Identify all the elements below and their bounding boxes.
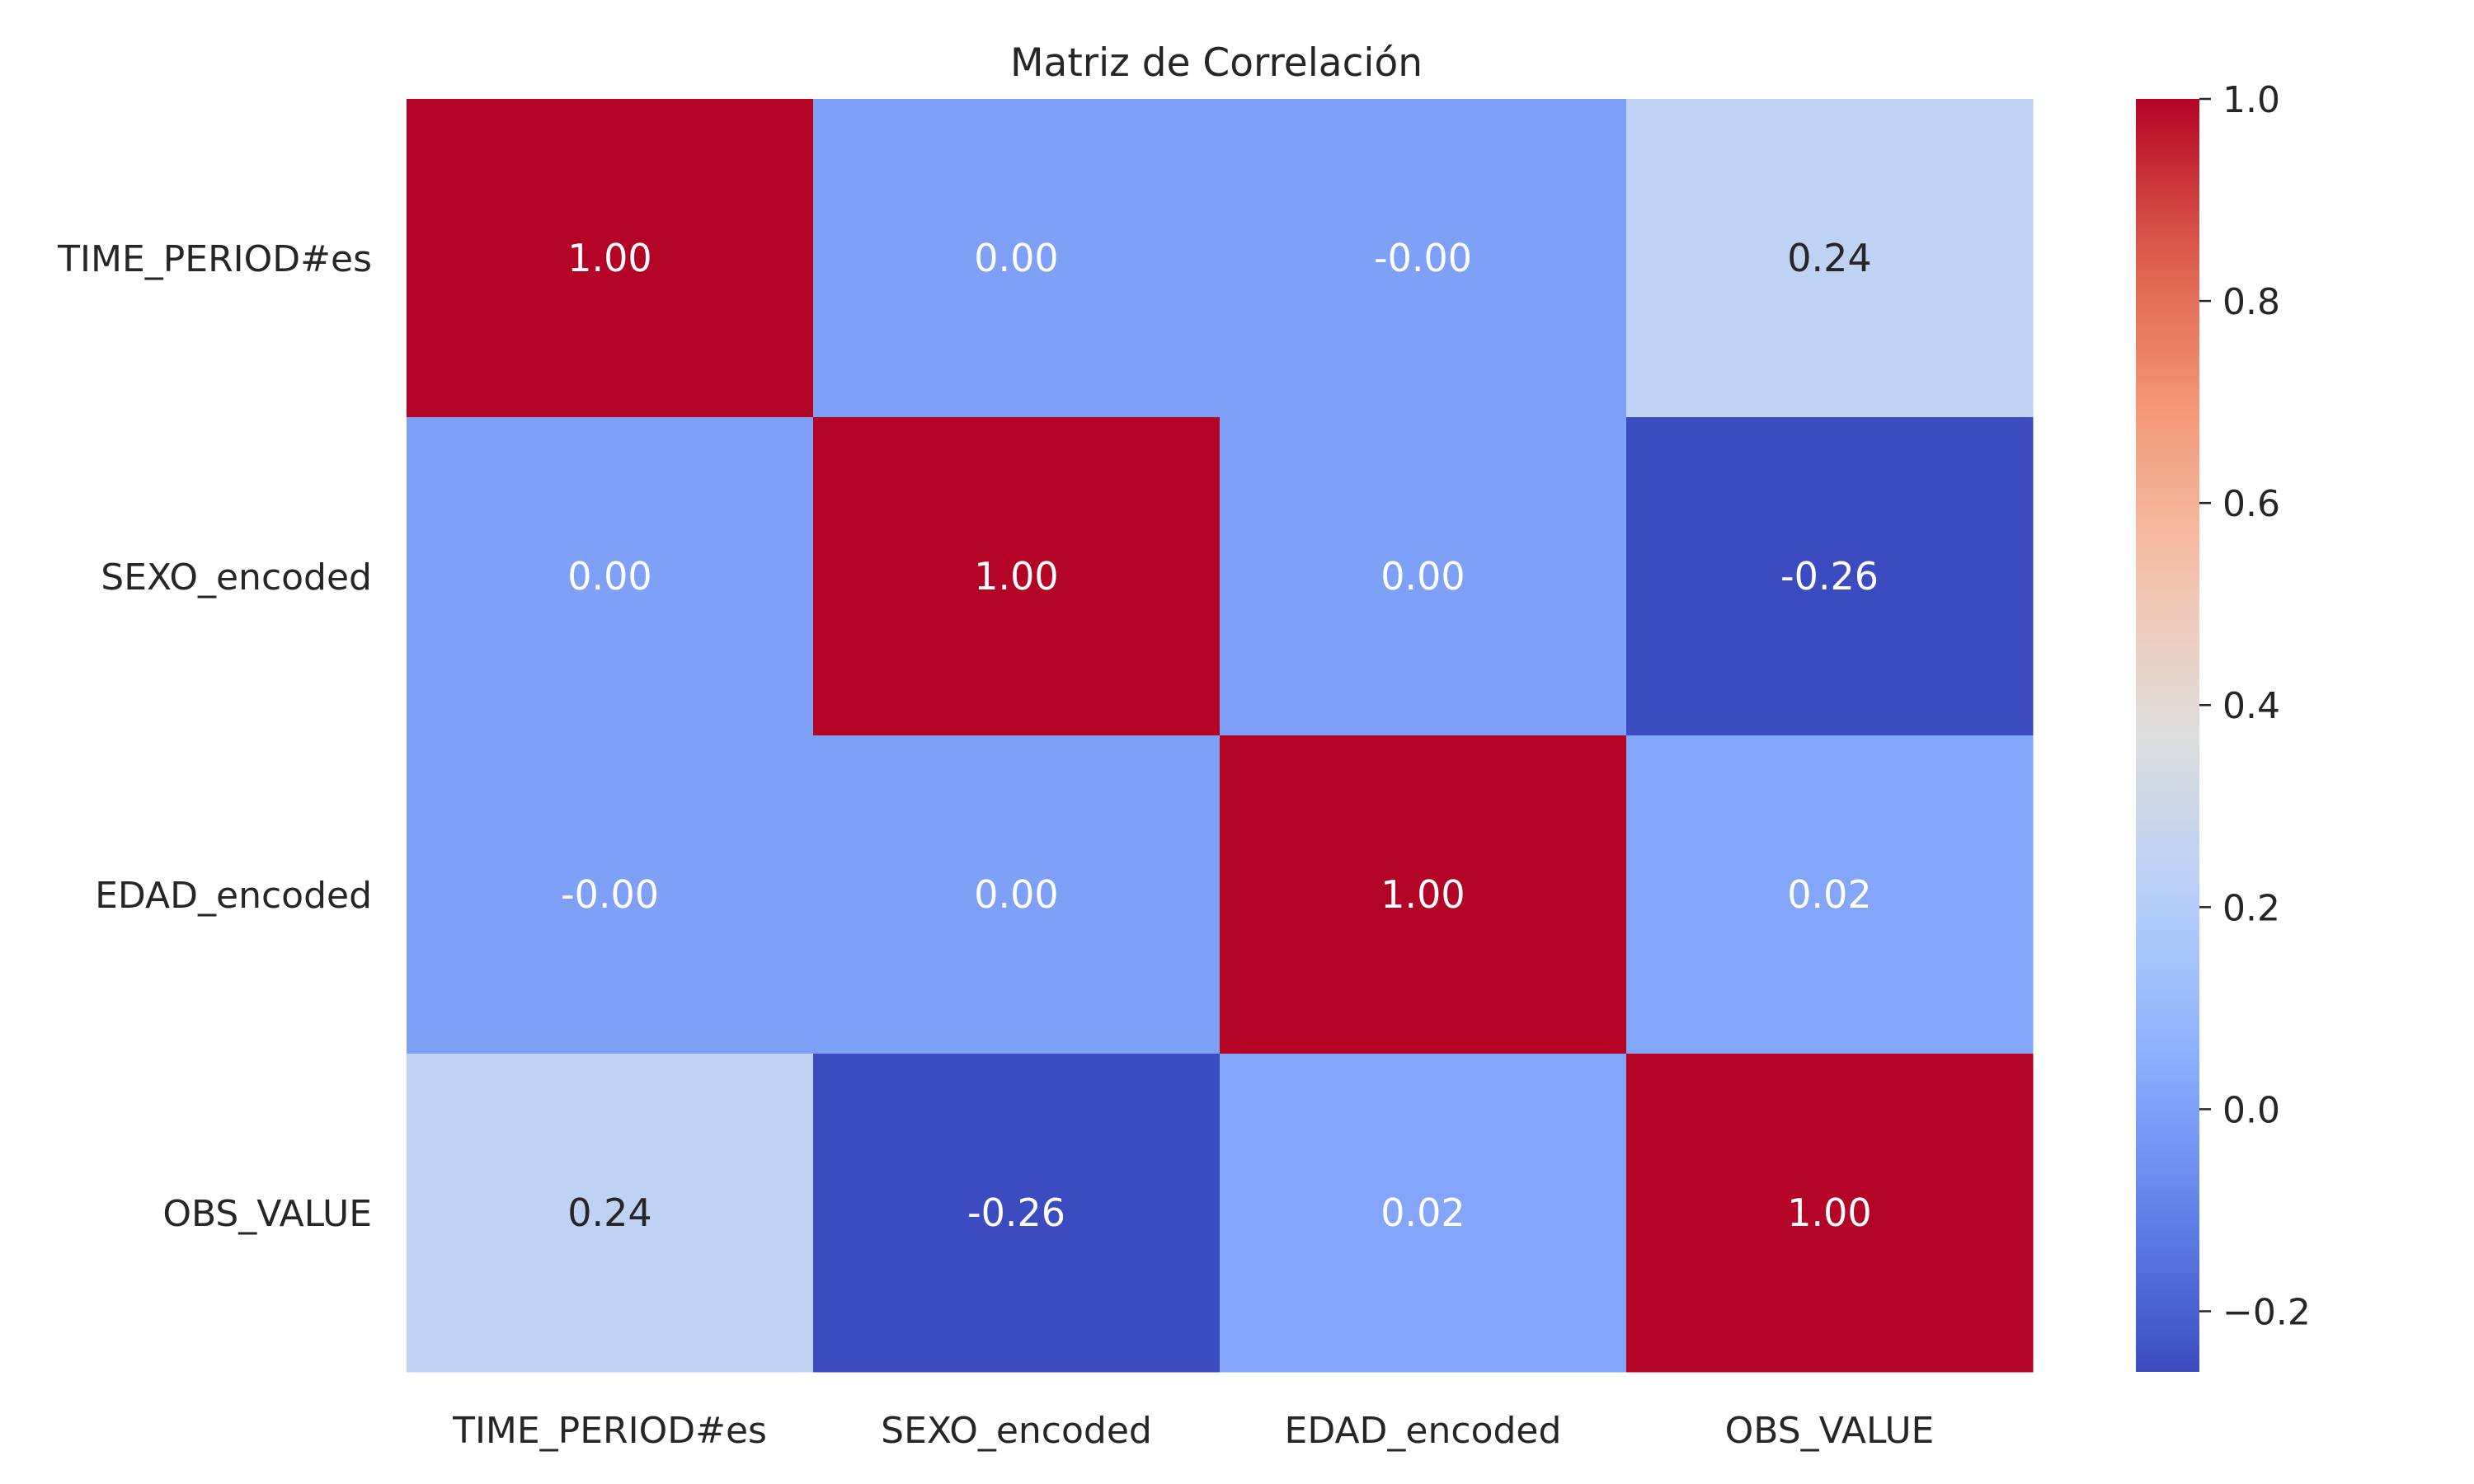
cell-value-label: 0.24 [567,1190,651,1235]
colorbar-tick-label: 0.0 [2222,1089,2280,1131]
colorbar-tick-label: −0.2 [2222,1291,2311,1333]
column-labels: TIME_PERIOD#es SEXO_encoded EDAD_encoded OB… [452,1410,1934,1452]
colorbar-tick-label: 1.0 [2222,79,2280,121]
heatmap-cell [1220,417,1627,736]
heatmap-cell [407,1054,814,1373]
colorbar-gradient [2136,99,2199,1372]
column-tick-label: SEXO_encoded [881,1410,1152,1452]
cell-value-label: 1.00 [567,236,651,280]
heatmap-cell [1626,1054,2034,1373]
heatmap-cell [813,417,1221,736]
heatmap-cell [1220,735,1627,1054]
heatmap-cells: 1.00 0.00 -0.00 0.24 0.00 1.00 0.00 -0.26 -0.00 0… [407,99,2034,1373]
cell-value-label: 0.00 [974,872,1058,917]
colorbar-tick-label: 0.4 [2222,685,2280,727]
cell-value-label: -0.00 [1374,236,1472,280]
cell-value-label: 0.00 [1380,554,1465,599]
heatmap-cell [1220,1054,1627,1373]
cell-value-label: 1.00 [1787,1190,1871,1235]
heatmap-cell [1626,417,2034,736]
column-tick-label: TIME_PERIOD#es [452,1410,767,1452]
heatmap-cell [407,99,814,418]
row-labels: TIME_PERIOD#es SEXO_encoded EDAD_encoded OB… [57,238,372,1235]
heatmap-cell [1626,735,2034,1054]
row-tick-label: TIME_PERIOD#es [57,238,372,280]
cell-value-label: -0.26 [967,1190,1065,1235]
row-tick-label: SEXO_encoded [101,556,372,599]
heatmap-cell [407,735,814,1054]
cell-value-label: 0.00 [974,236,1058,280]
colorbar-tick-label: 0.2 [2222,887,2280,929]
heatmap-cell [813,99,1221,418]
heatmap-cell [407,417,814,736]
cell-value-label: 0.24 [1787,236,1871,280]
cell-value-label: 0.02 [1787,872,1871,917]
heatmap-cell [813,1054,1221,1373]
heatmap-cell [1220,99,1627,418]
cell-value-label: 0.00 [567,554,651,599]
cell-value-label: -0.26 [1780,554,1879,599]
cell-value-label: 0.02 [1380,1190,1465,1235]
column-tick-label: OBS_VALUE [1725,1410,1935,1452]
row-tick-label: OBS_VALUE [162,1193,372,1235]
cell-value-label: 1.00 [974,554,1058,599]
chart-title: Matriz de Correlación [1010,40,1423,86]
column-tick-label: EDAD_encoded [1285,1410,1562,1452]
cell-value-label: 1.00 [1380,872,1465,917]
colorbar: 1.0 0.8 0.6 0.4 0.2 0.0 −0.2 [2136,79,2311,1372]
colorbar-tick-label: 0.8 [2222,281,2280,323]
heatmap-cell [813,735,1221,1054]
row-tick-label: EDAD_encoded [95,875,372,917]
heatmap-cell [1626,99,2034,418]
cell-value-label: -0.00 [561,872,659,917]
colorbar-tick-label: 0.6 [2222,483,2280,525]
